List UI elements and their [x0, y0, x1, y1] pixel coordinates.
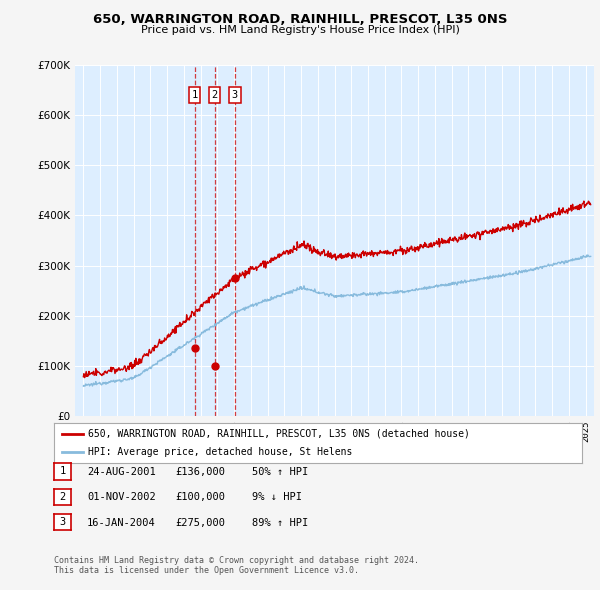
Text: £275,000: £275,000 [175, 518, 225, 527]
Text: £100,000: £100,000 [175, 493, 225, 502]
Text: 1: 1 [191, 90, 198, 100]
Point [230, 273, 239, 283]
Text: 89% ↑ HPI: 89% ↑ HPI [252, 518, 308, 527]
Text: 650, WARRINGTON ROAD, RAINHILL, PRESCOT, L35 0NS: 650, WARRINGTON ROAD, RAINHILL, PRESCOT,… [93, 13, 507, 26]
Text: This data is licensed under the Open Government Licence v3.0.: This data is licensed under the Open Gov… [54, 566, 359, 575]
Text: £136,000: £136,000 [175, 467, 225, 477]
Text: 24-AUG-2001: 24-AUG-2001 [87, 467, 156, 477]
Text: 16-JAN-2004: 16-JAN-2004 [87, 518, 156, 527]
Text: Price paid vs. HM Land Registry's House Price Index (HPI): Price paid vs. HM Land Registry's House … [140, 25, 460, 35]
Text: 1: 1 [59, 467, 65, 476]
Text: 2: 2 [211, 90, 218, 100]
Text: 3: 3 [232, 90, 238, 100]
Point [210, 361, 220, 371]
Text: HPI: Average price, detached house, St Helens: HPI: Average price, detached house, St H… [88, 447, 353, 457]
Point [190, 343, 199, 352]
Text: 2: 2 [59, 492, 65, 502]
Text: 01-NOV-2002: 01-NOV-2002 [87, 493, 156, 502]
Text: 3: 3 [59, 517, 65, 527]
Text: Contains HM Land Registry data © Crown copyright and database right 2024.: Contains HM Land Registry data © Crown c… [54, 556, 419, 565]
Text: 650, WARRINGTON ROAD, RAINHILL, PRESCOT, L35 0NS (detached house): 650, WARRINGTON ROAD, RAINHILL, PRESCOT,… [88, 429, 470, 439]
Text: 9% ↓ HPI: 9% ↓ HPI [252, 493, 302, 502]
Text: 50% ↑ HPI: 50% ↑ HPI [252, 467, 308, 477]
